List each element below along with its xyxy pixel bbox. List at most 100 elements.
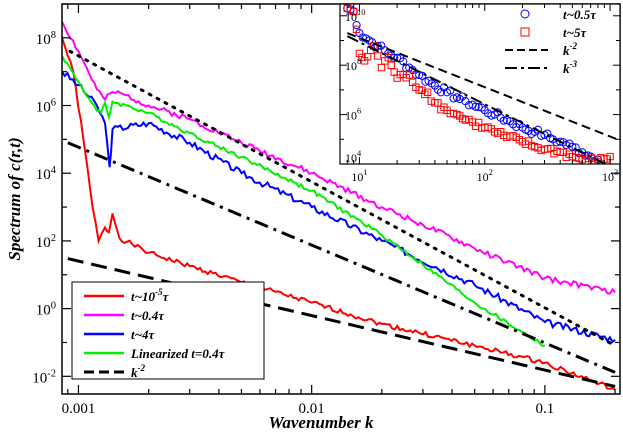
y-tick-label: 102	[36, 233, 56, 251]
inset-legend-circle	[520, 9, 530, 19]
label-superscript: 2	[489, 168, 493, 177]
inset-legend-square	[520, 27, 530, 37]
inset-marker-circle	[368, 38, 377, 47]
label-main-text: t~0.5	[563, 7, 591, 22]
series-line-3	[62, 55, 545, 347]
inset-marker-circle	[446, 86, 455, 95]
inset-marker-circle	[399, 57, 408, 66]
x-axis-title: Wavenumber k	[269, 413, 374, 432]
inset-legend-label-3: k-3	[563, 59, 578, 76]
label-main-text: 10	[351, 170, 363, 184]
legend-label-3: Linearized t=0.4τ	[130, 346, 226, 361]
inset-series-group	[343, 4, 620, 164]
inset-marker-circle	[430, 81, 439, 90]
inset-marker-square	[355, 49, 364, 58]
label-post-text: τ	[163, 289, 170, 304]
inset-guide-3	[346, 35, 608, 164]
main-series-group	[62, 21, 617, 391]
x-tick-label: 0.01	[299, 401, 325, 417]
inset-marker-circle	[358, 33, 367, 42]
label-main-text: 10	[345, 59, 357, 73]
inset-marker-circle	[471, 102, 480, 111]
inset-marker-circle	[449, 94, 458, 103]
label-superscript: 3	[614, 168, 618, 177]
inset-marker-circle	[487, 111, 496, 120]
label-superscript: 4	[357, 149, 362, 158]
y-tick-label: 10-2	[32, 368, 56, 386]
label-superscript: -2	[47, 368, 56, 379]
inset-background	[339, 3, 621, 165]
inset-marker-square	[373, 52, 382, 60]
label-main-text: t~0.4	[131, 308, 159, 323]
y-tick-label: 108	[36, 30, 56, 48]
series-line-5	[68, 49, 617, 348]
inset-y-tick-label: 1010	[345, 8, 365, 24]
series-line-6	[67, 141, 616, 374]
label-superscript: 4	[51, 165, 57, 176]
label-superscript: -2	[570, 41, 578, 51]
label-superscript: -3	[570, 59, 578, 69]
label-main-text: t~4	[131, 327, 149, 342]
series-line-4	[67, 257, 616, 388]
label-main-text: 10	[36, 32, 51, 48]
label-main-text: 10	[345, 109, 357, 123]
label-main-text: t~10	[131, 289, 156, 304]
series-line-2	[62, 71, 616, 344]
label-superscript: 0	[51, 301, 56, 312]
label-main-text: 10	[36, 303, 51, 319]
label-post-text: τ	[219, 346, 226, 361]
label-post-text: τ	[581, 25, 588, 40]
inset-marker-square	[349, 7, 358, 16]
inset-y-tick-label: 104	[345, 149, 362, 165]
main-plot-area: 0.001 0.01 0.110-2100102104106108Wavenumbe…	[5, 3, 621, 432]
label-main-text: 10	[36, 235, 51, 251]
y-tick-label: 106	[36, 98, 56, 116]
label-post-text: τ	[149, 327, 156, 342]
label-post-text: τ	[590, 7, 597, 22]
legend-label-1: t~0.4τ	[131, 308, 165, 323]
label-main-text: 10	[32, 370, 47, 386]
x-tick-label: 0.1	[535, 401, 554, 417]
label-main-text: 10	[602, 170, 614, 184]
legend-label-2: t~4τ	[131, 327, 156, 342]
label-main-text: 10	[345, 10, 357, 24]
label-main-text: k	[563, 61, 570, 76]
legend-label-0: t~10-5τ	[131, 287, 170, 304]
inset-y-tick-label: 108	[345, 57, 361, 73]
y-tick-label: 104	[36, 165, 57, 183]
label-main-text: t~5	[563, 25, 581, 40]
y-axis-title: Spectrum of c(r,t)	[5, 137, 24, 260]
series-line-1	[62, 21, 616, 295]
inset-legend-label-1: t~5τ	[563, 25, 588, 40]
inset-legend-label-2: k-2	[563, 41, 578, 58]
inset-marker-square	[352, 25, 361, 34]
y-tick-label: 100	[36, 301, 56, 319]
label-superscript: 10	[357, 8, 365, 17]
label-main-text: 10	[36, 167, 51, 183]
series-line-0	[62, 37, 616, 391]
label-post-text: τ	[158, 308, 165, 323]
inset-marker-circle	[458, 92, 467, 101]
inset-legend-label-0: t~0.5τ	[563, 7, 597, 22]
inset-marker-circle	[421, 77, 430, 86]
label-main-text: k	[563, 43, 570, 58]
label-main-text: Linearized t=0.4	[130, 346, 219, 361]
inset-marker-circle	[455, 94, 464, 104]
main-legend-box	[71, 281, 265, 380]
inset-x-tick-label: 101	[351, 168, 367, 184]
x-tick-label: 0.001	[62, 401, 96, 417]
label-main-text: k	[131, 365, 138, 380]
inset-legend: t~0.5τt~5τk-2k-3	[505, 7, 597, 76]
inset-marker-circle	[543, 129, 552, 138]
label-superscript: 6	[357, 107, 361, 116]
inset-x-tick-label: 102	[477, 168, 493, 184]
label-superscript: 8	[51, 30, 56, 41]
legend-label-4: k-2	[131, 363, 146, 380]
inset-marker-square	[423, 88, 432, 96]
inset-guide-2	[346, 32, 620, 142]
inset-y-tick-label: 106	[345, 107, 361, 123]
label-superscript: -5	[155, 287, 163, 297]
label-main-text: 10	[36, 100, 51, 116]
